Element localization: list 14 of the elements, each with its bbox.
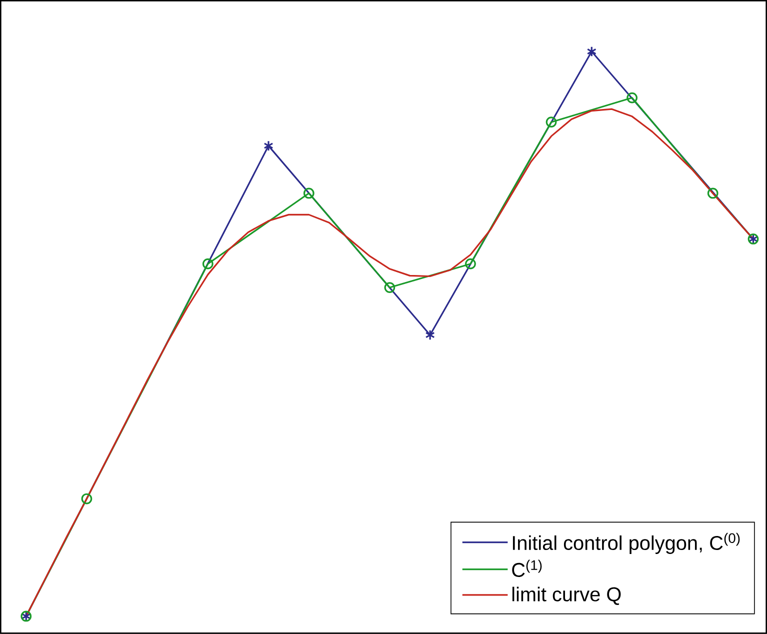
point (626, 92, 638, 104)
point (586, 46, 596, 57)
point (546, 116, 557, 128)
legend-label: Initial control polygon, C$^{(0)}$ (512, 532, 740, 554)
point (465, 258, 476, 270)
point (425, 330, 435, 340)
point (303, 188, 314, 199)
point (81, 493, 92, 504)
point (264, 140, 274, 152)
point (707, 188, 718, 199)
legend-label: C$^{(1)}$ (512, 560, 542, 578)
point (202, 258, 214, 270)
point (384, 282, 396, 294)
legend-label: limit curve Q (512, 586, 621, 606)
